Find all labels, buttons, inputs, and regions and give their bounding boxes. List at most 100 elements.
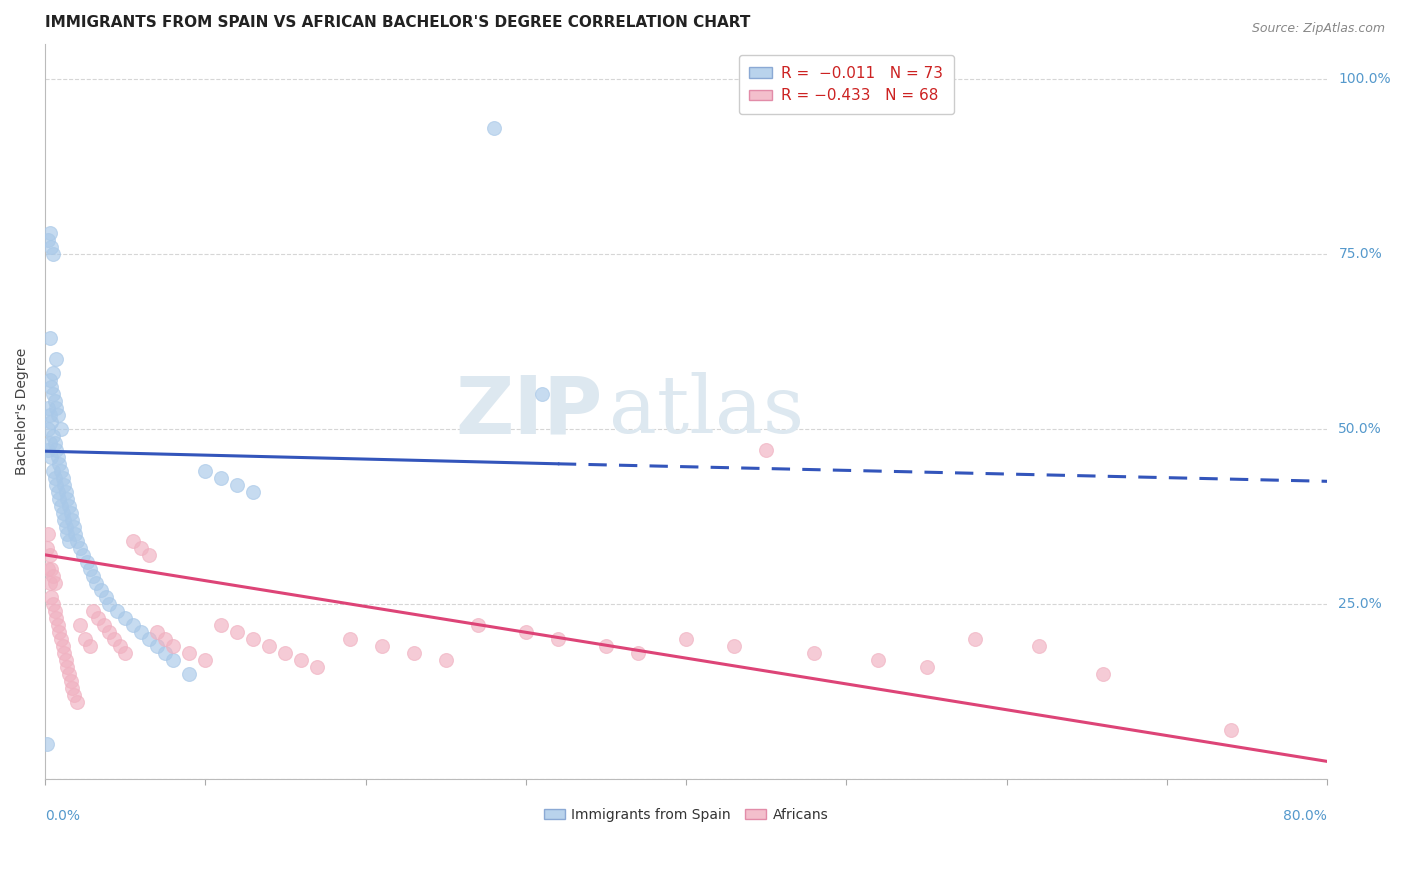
Point (69, 541, 91, 555)
Point (179, 666, 201, 681)
Point (98, 597, 121, 611)
Point (45, 401, 67, 415)
Point (58, 666, 80, 681)
Point (42, 246, 65, 260)
Point (723, 639, 745, 653)
Point (242, 484, 264, 499)
Y-axis label: Bachelor's Degree: Bachelor's Degree (15, 348, 30, 475)
Point (547, 632, 569, 646)
Point (153, 646, 176, 660)
Point (595, 639, 617, 653)
Point (65, 526, 87, 541)
Point (675, 632, 697, 646)
Point (45, 351, 67, 366)
Point (49, 464, 72, 478)
Point (42, 569, 65, 583)
Point (114, 646, 136, 660)
Point (38, 408, 60, 422)
Point (55, 653, 77, 667)
Point (138, 632, 160, 646)
Point (1220, 723, 1243, 737)
Text: 80.0%: 80.0% (1284, 809, 1327, 823)
Point (93, 618, 115, 632)
Point (79, 562, 101, 576)
Point (434, 653, 457, 667)
Point (58, 499, 80, 513)
Point (48, 624, 70, 639)
Point (46, 408, 69, 422)
Point (307, 660, 329, 674)
Point (49, 422, 72, 436)
Point (42, 366, 65, 380)
Point (45, 442, 67, 457)
Point (63, 688, 86, 702)
Point (42, 464, 65, 478)
Text: 100.0%: 100.0% (1339, 71, 1391, 86)
Point (59, 506, 82, 520)
Point (194, 464, 217, 478)
Point (35, 541, 58, 555)
Point (45, 611, 67, 625)
Point (41, 590, 63, 604)
Point (46, 618, 69, 632)
Text: atlas: atlas (609, 372, 804, 450)
Point (755, 442, 778, 457)
Text: 0.0%: 0.0% (45, 809, 80, 823)
Point (627, 646, 650, 660)
Point (42, 386, 65, 401)
Point (370, 639, 392, 653)
Point (138, 548, 160, 562)
Point (194, 653, 217, 667)
Point (37, 233, 59, 247)
Point (530, 386, 553, 401)
Point (41, 450, 63, 464)
Point (915, 660, 938, 674)
Point (90, 582, 112, 597)
Text: Source: ZipAtlas.com: Source: ZipAtlas.com (1251, 22, 1385, 36)
Point (38, 331, 60, 345)
Text: 75.0%: 75.0% (1339, 247, 1382, 260)
Point (73, 632, 96, 646)
Point (52, 639, 75, 653)
Point (76, 555, 98, 569)
Point (162, 653, 184, 667)
Point (44, 393, 66, 408)
Point (42, 597, 65, 611)
Point (94, 590, 117, 604)
Point (72, 548, 94, 562)
Point (59, 673, 82, 688)
Point (44, 575, 66, 590)
Text: ZIP: ZIP (456, 372, 603, 450)
Point (45, 478, 67, 492)
Point (41, 240, 63, 254)
Point (49, 632, 72, 646)
Point (162, 639, 184, 653)
Point (55, 484, 77, 499)
Point (46, 484, 69, 499)
Point (41, 380, 63, 394)
Point (53, 646, 76, 660)
Point (259, 639, 281, 653)
Point (129, 624, 152, 639)
Point (146, 624, 169, 639)
Point (56, 526, 79, 541)
Point (60, 513, 83, 527)
Point (82, 569, 104, 583)
Point (79, 639, 101, 653)
Point (53, 513, 76, 527)
Point (515, 624, 537, 639)
Point (52, 506, 75, 520)
Point (482, 120, 505, 135)
Point (963, 632, 986, 646)
Point (66, 695, 89, 709)
Text: 25.0%: 25.0% (1339, 597, 1382, 611)
Point (209, 471, 232, 485)
Point (37, 526, 59, 541)
Point (41, 415, 63, 429)
Point (105, 604, 128, 618)
Point (44, 435, 66, 450)
Point (48, 457, 70, 471)
Point (122, 533, 145, 548)
Point (69, 618, 91, 632)
Point (55, 520, 77, 534)
